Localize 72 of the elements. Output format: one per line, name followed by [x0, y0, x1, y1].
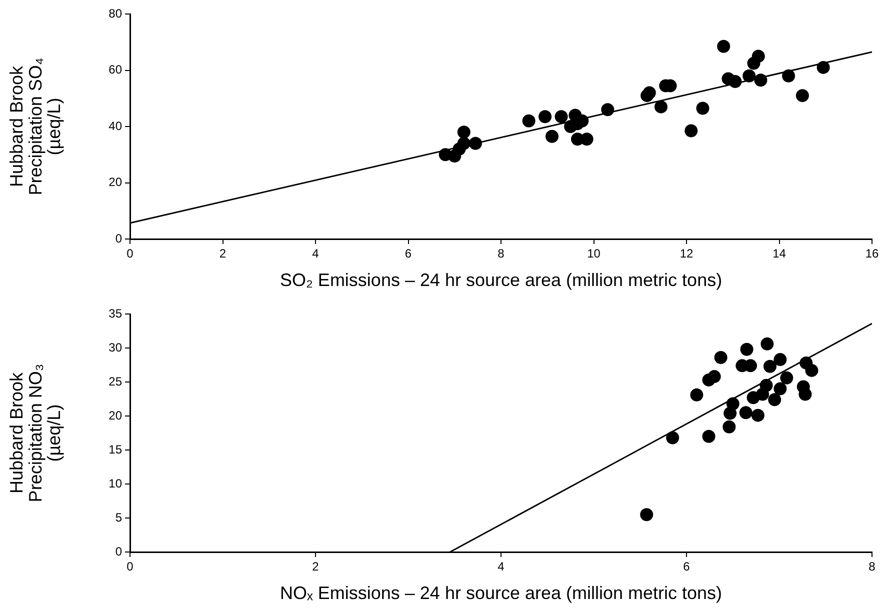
y-tick-label: 15 [108, 442, 122, 456]
x-tick-label: 8 [868, 560, 876, 574]
x-tick-label: 4 [312, 246, 320, 261]
point [654, 100, 668, 114]
x-tick-label: 2 [219, 246, 226, 261]
point [798, 388, 812, 401]
y-tick-label: 5 [115, 510, 122, 524]
point [722, 420, 736, 434]
y-tick-label: 10 [108, 476, 122, 490]
point [763, 360, 776, 373]
point [805, 364, 818, 377]
x-tick-label: 6 [404, 246, 412, 261]
point [774, 353, 787, 366]
y-tick-label: 60 [108, 62, 122, 77]
y-tick-label: 40 [108, 118, 122, 133]
point [642, 86, 656, 100]
x-tick-label: 4 [498, 560, 505, 574]
point [754, 74, 768, 87]
point [684, 124, 698, 138]
x-tick-label: 14 [772, 246, 786, 261]
point [717, 40, 730, 53]
point [768, 393, 782, 406]
x-tick-label: 8 [498, 246, 505, 261]
point [457, 126, 470, 139]
point [816, 60, 830, 74]
point [640, 508, 654, 522]
point [742, 69, 756, 82]
point [666, 431, 680, 444]
point [708, 370, 721, 384]
x-tick-label: 16 [865, 246, 879, 261]
point [714, 351, 728, 364]
point [702, 430, 716, 443]
x-tick-label: 10 [587, 246, 601, 261]
point [696, 102, 710, 115]
point [538, 110, 552, 124]
x-tick-label: 0 [126, 560, 134, 574]
point [457, 136, 470, 150]
x-axis-title: NOₓ Emissions – 24 hr source area (million metric tons) [280, 583, 722, 604]
y-axis-title: Hubbard Brook Precipitation NO₃ (µeq/L) [6, 364, 64, 502]
y-tick-label: 80 [108, 6, 122, 20]
y-tick-label: 35 [108, 306, 122, 320]
y-tick-label: 20 [108, 408, 122, 422]
y-axis-title: Hubbard Brook Precipitation SO₄ (µeq/L) [6, 58, 64, 196]
point [546, 130, 559, 143]
point [740, 342, 754, 356]
y-tick-label: 25 [108, 374, 122, 388]
point [774, 382, 787, 396]
point [751, 408, 764, 422]
x-axis-title: SO₂ Emissions – 24 hr source area (million metric tons) [280, 270, 722, 290]
point [752, 50, 765, 63]
y-tick-label: 0 [115, 231, 122, 246]
point [554, 110, 568, 124]
point [601, 103, 614, 116]
x-tick-label: 6 [683, 560, 690, 574]
x-tick-label: 2 [312, 560, 320, 574]
y-tick-label: 20 [108, 175, 122, 190]
point [690, 388, 704, 402]
point [796, 89, 809, 102]
point [739, 406, 752, 420]
y-tick-label: 30 [108, 340, 122, 354]
point [468, 136, 482, 150]
point [728, 75, 742, 88]
point [760, 378, 773, 392]
point [760, 337, 774, 350]
point [780, 371, 794, 384]
point [522, 114, 536, 128]
point [724, 406, 737, 420]
point [580, 132, 594, 146]
point [782, 69, 796, 82]
x-tick-label: 12 [680, 246, 694, 261]
y-tick-label: 0 [115, 544, 122, 558]
x-tick-label: 0 [126, 246, 134, 261]
